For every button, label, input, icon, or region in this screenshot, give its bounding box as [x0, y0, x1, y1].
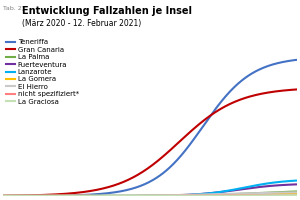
- Text: Tab. 2): Tab. 2): [3, 6, 24, 11]
- Legend: Teneriffa, Gran Canaria, La Palma, Fuerteventura, Lanzarote, La Gomera, El Hierr: Teneriffa, Gran Canaria, La Palma, Fuert…: [7, 39, 79, 105]
- Text: (März 2020 - 12. Februar 2021): (März 2020 - 12. Februar 2021): [22, 19, 142, 28]
- Text: Entwicklung Fallzahlen je Insel: Entwicklung Fallzahlen je Insel: [22, 6, 193, 16]
